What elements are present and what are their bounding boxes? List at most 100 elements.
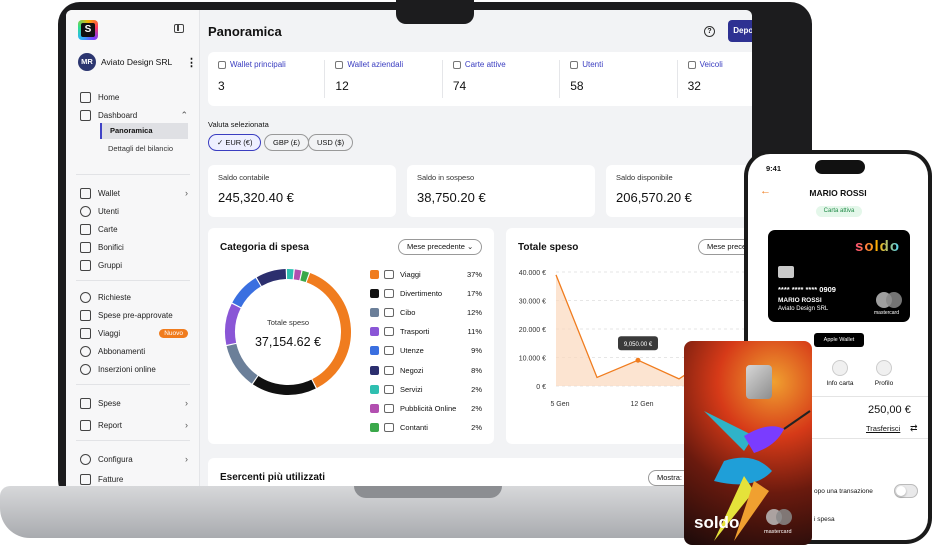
total-spent-title: Totale speso xyxy=(518,242,579,253)
donut-chart xyxy=(225,269,351,395)
legend-percent: 8% xyxy=(471,365,482,375)
donut-slice-2[interactable] xyxy=(226,343,258,384)
legend-item: Trasporti 11% xyxy=(370,326,482,338)
category-icon xyxy=(384,269,394,279)
virtual-card[interactable]: soldo **** **** **** 0909 MARIO ROSSI Av… xyxy=(768,230,910,322)
y-tick-label: 40.000 € xyxy=(519,270,546,277)
requests-icon xyxy=(80,291,91,303)
donut-slice-7[interactable] xyxy=(293,269,302,281)
period-dropdown[interactable]: Mese precedente ⌄ xyxy=(398,239,483,255)
stat-carte-attive[interactable]: Carte attive 74 xyxy=(443,60,561,98)
sidebar-subitem-panoramica[interactable]: Panoramica xyxy=(100,123,188,139)
setting-spesa-text: i spesa xyxy=(814,516,835,523)
donut-slice-5[interactable] xyxy=(256,269,287,287)
info-card-action[interactable]: Info carta xyxy=(820,360,860,387)
phone-time: 9:41 xyxy=(766,164,782,173)
legend-label: Servizi xyxy=(400,384,423,394)
notification-toggle[interactable] xyxy=(894,484,918,498)
stat-utenti[interactable]: Utenti 58 xyxy=(560,60,678,98)
donut-slice-4[interactable] xyxy=(232,277,261,308)
category-icon xyxy=(384,346,394,356)
preapproved-icon xyxy=(80,309,91,321)
merchants-card: Esercenti più utilizzati Mostra: xyxy=(208,458,752,488)
transfer-link[interactable]: Trasferisci xyxy=(866,424,901,433)
app-screen: S MR Aviato Design SRL ⋮ Home Dashboard ⌃… xyxy=(66,10,752,488)
sidebar-item-home[interactable]: Home xyxy=(80,90,188,104)
sidebar-item-fatture[interactable]: Fatture xyxy=(80,472,188,486)
deposit-button[interactable]: Deposita fondi xyxy=(728,20,752,42)
sidebar-subitem-dettagli-bilancio[interactable]: Dettagli del bilancio xyxy=(108,144,174,153)
legend-item: Pubblicità Online 2% xyxy=(370,402,482,414)
sidebar-item-report[interactable]: Report › xyxy=(80,418,188,432)
legend-percent: 9% xyxy=(471,346,482,356)
tooltip-box xyxy=(618,336,658,351)
soldo-logo[interactable]: S xyxy=(78,20,98,40)
legend-item: Divertimento 17% xyxy=(370,287,482,299)
apple-wallet-button[interactable]: Apple Wallet xyxy=(814,333,864,347)
card-holder: MARIO ROSSI xyxy=(778,297,822,304)
legend-label: Viaggi xyxy=(400,269,421,279)
swap-icon[interactable]: ⇄ xyxy=(910,423,918,433)
category-icon xyxy=(384,384,394,394)
plane-icon xyxy=(80,327,91,339)
dynamic-island xyxy=(815,160,865,174)
help-icon[interactable]: ? xyxy=(704,26,715,37)
legend-swatch xyxy=(370,365,379,375)
legend-item: Viaggi 37% xyxy=(370,268,482,280)
legend-percent: 37% xyxy=(466,269,482,279)
sidebar-item-viaggi[interactable]: Viaggi Nuovo xyxy=(80,326,188,340)
spend-category-card: Categoria di spesa Mese precedente ⌄ Tot… xyxy=(208,228,494,444)
legend-item: Cibo 12% xyxy=(370,306,482,318)
legend-swatch xyxy=(370,269,379,279)
card-number: **** **** **** 0909 xyxy=(778,285,836,294)
period-dropdown[interactable]: Mese prece xyxy=(698,239,752,255)
legend-swatch xyxy=(370,423,379,433)
network-label: mastercard xyxy=(874,310,900,316)
gear-icon xyxy=(80,453,91,465)
stat-wallet-aziendali[interactable]: Wallet aziendali 12 xyxy=(325,60,443,98)
donut-slice-3[interactable] xyxy=(225,303,241,345)
back-arrow-icon[interactable]: ← xyxy=(760,185,771,197)
donut-slice-8[interactable] xyxy=(300,270,310,283)
sidebar-item-spese[interactable]: Spese › xyxy=(80,396,188,410)
sidebar-item-bonifici[interactable]: Bonifici xyxy=(80,240,188,254)
donut-slice-0[interactable] xyxy=(306,273,351,388)
sidebar-item-configura[interactable]: Configura › xyxy=(80,452,188,466)
card-icon xyxy=(452,60,461,69)
hummingbird-art xyxy=(704,410,811,541)
data-point[interactable] xyxy=(635,357,641,363)
legend-percent: 11% xyxy=(467,327,482,337)
sidebar-item-dashboard[interactable]: Dashboard ⌃ xyxy=(80,108,188,122)
stat-veicoli[interactable]: Veicoli 32 xyxy=(687,60,723,93)
sidebar-item-gruppi[interactable]: Gruppi xyxy=(80,258,188,272)
profile-action[interactable]: Profilo xyxy=(864,360,904,387)
sidebar-item-inserzioni-online[interactable]: Inserzioni online xyxy=(80,362,188,376)
legend-percent: 12% xyxy=(466,307,482,317)
currency-chip-gbp[interactable]: GBP (£) xyxy=(264,134,309,151)
stat-wallet-principali[interactable]: Wallet principali 3 xyxy=(208,60,326,98)
network-label: mastercard xyxy=(764,529,792,535)
tooltip-value: 9,050.00 € xyxy=(624,342,653,348)
org-switcher[interactable]: MR Aviato Design SRL ⋮ xyxy=(78,52,197,72)
sidebar-item-richieste[interactable]: Richieste xyxy=(80,290,188,304)
sidebar-collapse-icon[interactable] xyxy=(174,24,184,33)
donut-slice-1[interactable] xyxy=(252,375,316,395)
sidebar-item-abbonamenti[interactable]: Abbonamenti xyxy=(80,344,188,358)
camera-notch xyxy=(396,0,474,24)
divider xyxy=(76,384,190,385)
balance-in-sospeso: Saldo in sospeso 38,750.20 € xyxy=(407,165,595,217)
currency-chip-usd[interactable]: USD ($) xyxy=(308,134,354,151)
legend-swatch xyxy=(370,327,379,337)
currency-chip-eur[interactable]: ✓ EUR (€) xyxy=(208,134,262,151)
sidebar-item-wallet[interactable]: Wallet › xyxy=(80,186,188,200)
sidebar-item-spese-preapprovate[interactable]: Spese pre-approvate xyxy=(80,308,188,322)
legend-label: Pubblicità Online xyxy=(400,403,457,413)
wallet-icon xyxy=(335,60,344,69)
sidebar-item-carte[interactable]: Carte xyxy=(80,222,188,236)
sidebar-item-utenti[interactable]: Utenti xyxy=(80,204,188,218)
chevron-up-icon: ⌃ xyxy=(180,109,188,120)
cardholder-name: MARIO ROSSI xyxy=(809,188,867,198)
spend-category-title: Categoria di spesa xyxy=(220,242,309,253)
more-icon[interactable]: ⋮ xyxy=(186,56,197,69)
legend-label: Negozi xyxy=(400,365,424,375)
